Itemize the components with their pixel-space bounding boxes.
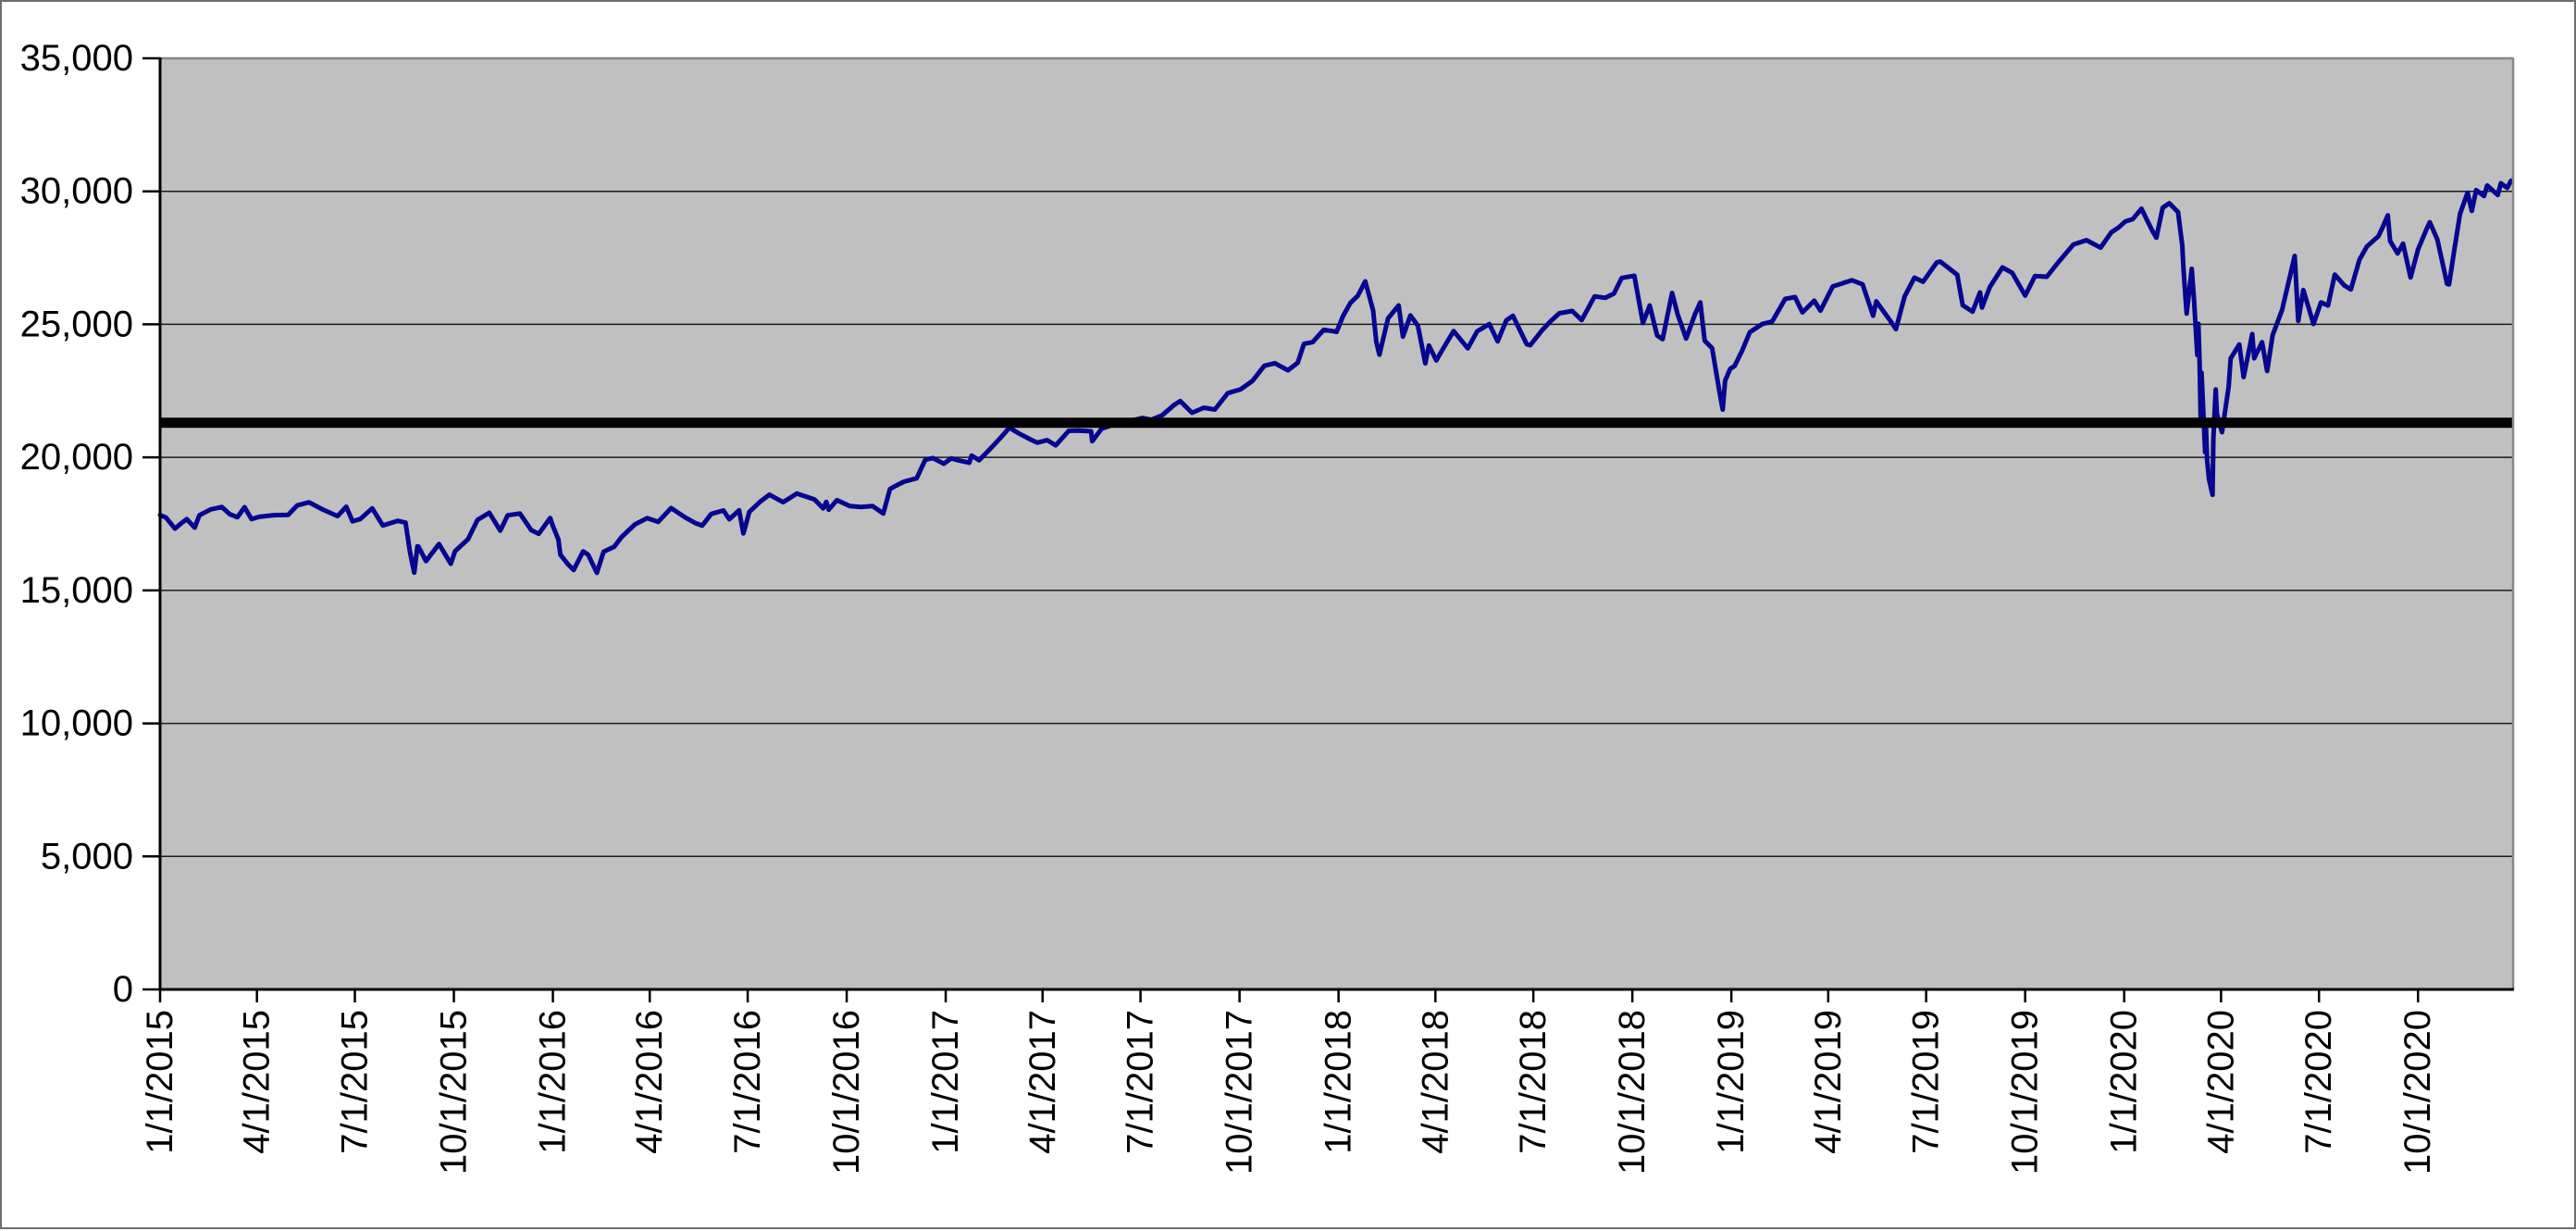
x-tick-label: 1/1/2018 [1319,1010,1359,1154]
y-gridlines [160,190,2513,858]
y-tick-label: 25,000 [20,304,133,344]
djia-series-line [157,178,2514,576]
x-tick-label: 1/1/2015 [140,1010,180,1154]
x-tick-label: 7/1/2019 [1906,1010,1947,1154]
x-tick-label: 1/1/2019 [1711,1010,1752,1154]
y-tick-label: 35,000 [20,38,133,79]
x-tick-label: 10/1/2017 [1220,1010,1260,1175]
x-tick-label: 4/1/2015 [237,1010,278,1154]
x-tick-label: 7/1/2016 [727,1010,768,1154]
x-tick-label: 7/1/2020 [2298,1010,2339,1154]
axes [158,57,2514,991]
x-tick-label: 10/1/2016 [826,1010,867,1175]
x-tick-label: 10/1/2015 [434,1010,475,1175]
y-tick-label: 5,000 [41,836,133,877]
x-tick-label: 4/1/2017 [1022,1010,1063,1154]
x-tick-label: 7/1/2017 [1121,1010,1161,1154]
x-tick-label: 4/1/2019 [1808,1010,1849,1154]
plot-area [160,58,2513,989]
x-tick-label: 7/1/2015 [335,1010,376,1154]
x-tick-label: 1/1/2017 [925,1010,966,1154]
x-tick-label: 4/1/2018 [1415,1010,1455,1154]
x-tick-label: 7/1/2018 [1513,1010,1554,1154]
x-tick-label: 1/1/2016 [533,1010,574,1154]
x-tick-label: 1/1/2020 [2104,1010,2145,1154]
y-tick-label: 15,000 [20,570,133,611]
x-tick-label: 10/1/2019 [2005,1010,2046,1175]
y-axis-ticks [142,56,160,991]
x-tick-label: 10/1/2020 [2397,1010,2438,1175]
y-tick-label: 10,000 [20,703,133,744]
x-axis-ticks [158,989,2420,1002]
y-tick-label: 20,000 [20,437,133,478]
x-tick-label: 4/1/2016 [629,1010,670,1154]
y-axis-labels: 0 5,000 10,000 15,000 20,000 25,000 30,000 35,0… [20,38,133,1010]
x-tick-label: 4/1/2020 [2200,1010,2241,1154]
y-tick-label: 0 [113,969,133,1010]
x-tick-label: 10/1/2018 [1612,1010,1653,1175]
x-axis-labels: 1/1/2015 4/1/2015 7/1/2015 10/1/2015 1/1/201… [140,1010,2438,1175]
y-tick-label: 30,000 [20,171,133,212]
plot-border [159,56,2515,989]
